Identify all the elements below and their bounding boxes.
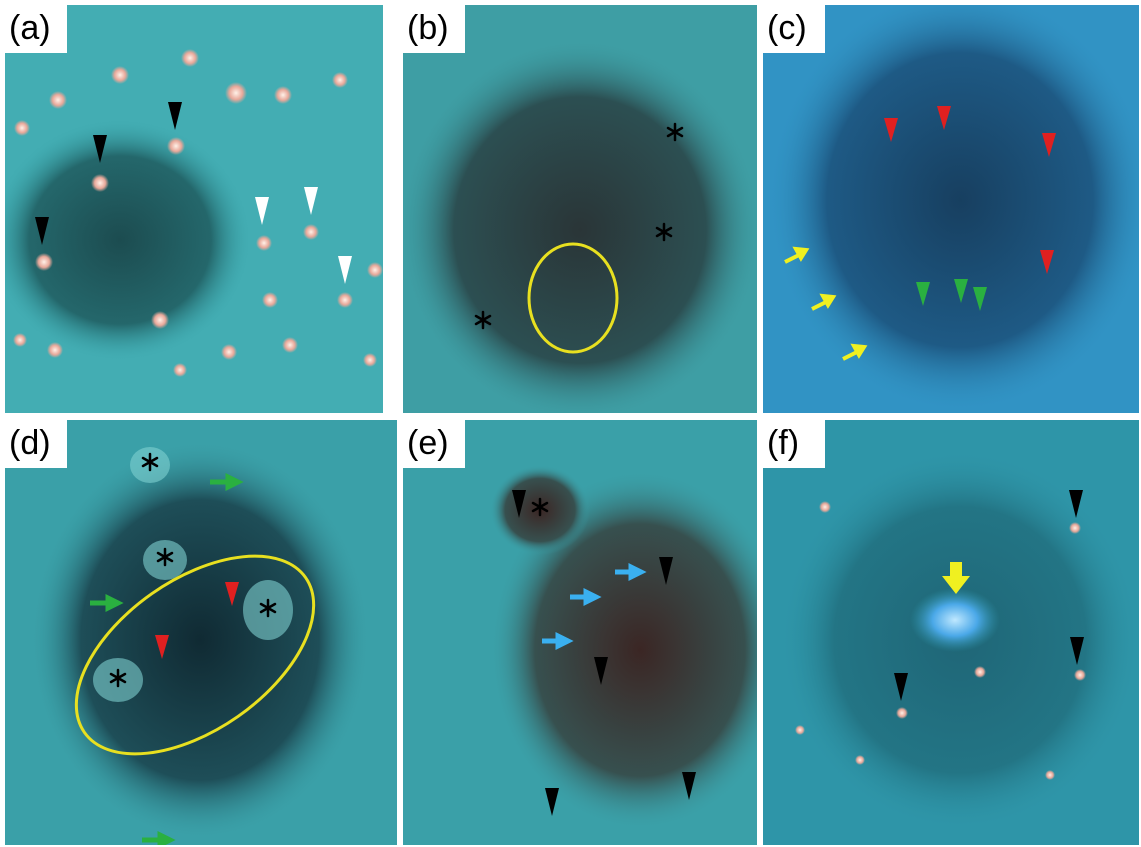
- figure: (a) (b) (c) (d) (e) (: [0, 0, 1141, 847]
- panel-d: [5, 420, 397, 845]
- panel-label: (f): [767, 424, 799, 462]
- panel-label: (b): [407, 9, 449, 47]
- panel-b: [400, 5, 760, 420]
- panel-label: (e): [407, 424, 449, 462]
- panel-e: [403, 420, 790, 845]
- panel-a: [0, 5, 383, 413]
- panel-label: (a): [9, 9, 51, 47]
- panel-f: [763, 420, 1140, 845]
- panel-c: [763, 0, 1141, 413]
- panel-label: (c): [767, 9, 807, 47]
- panel-label: (d): [9, 424, 51, 462]
